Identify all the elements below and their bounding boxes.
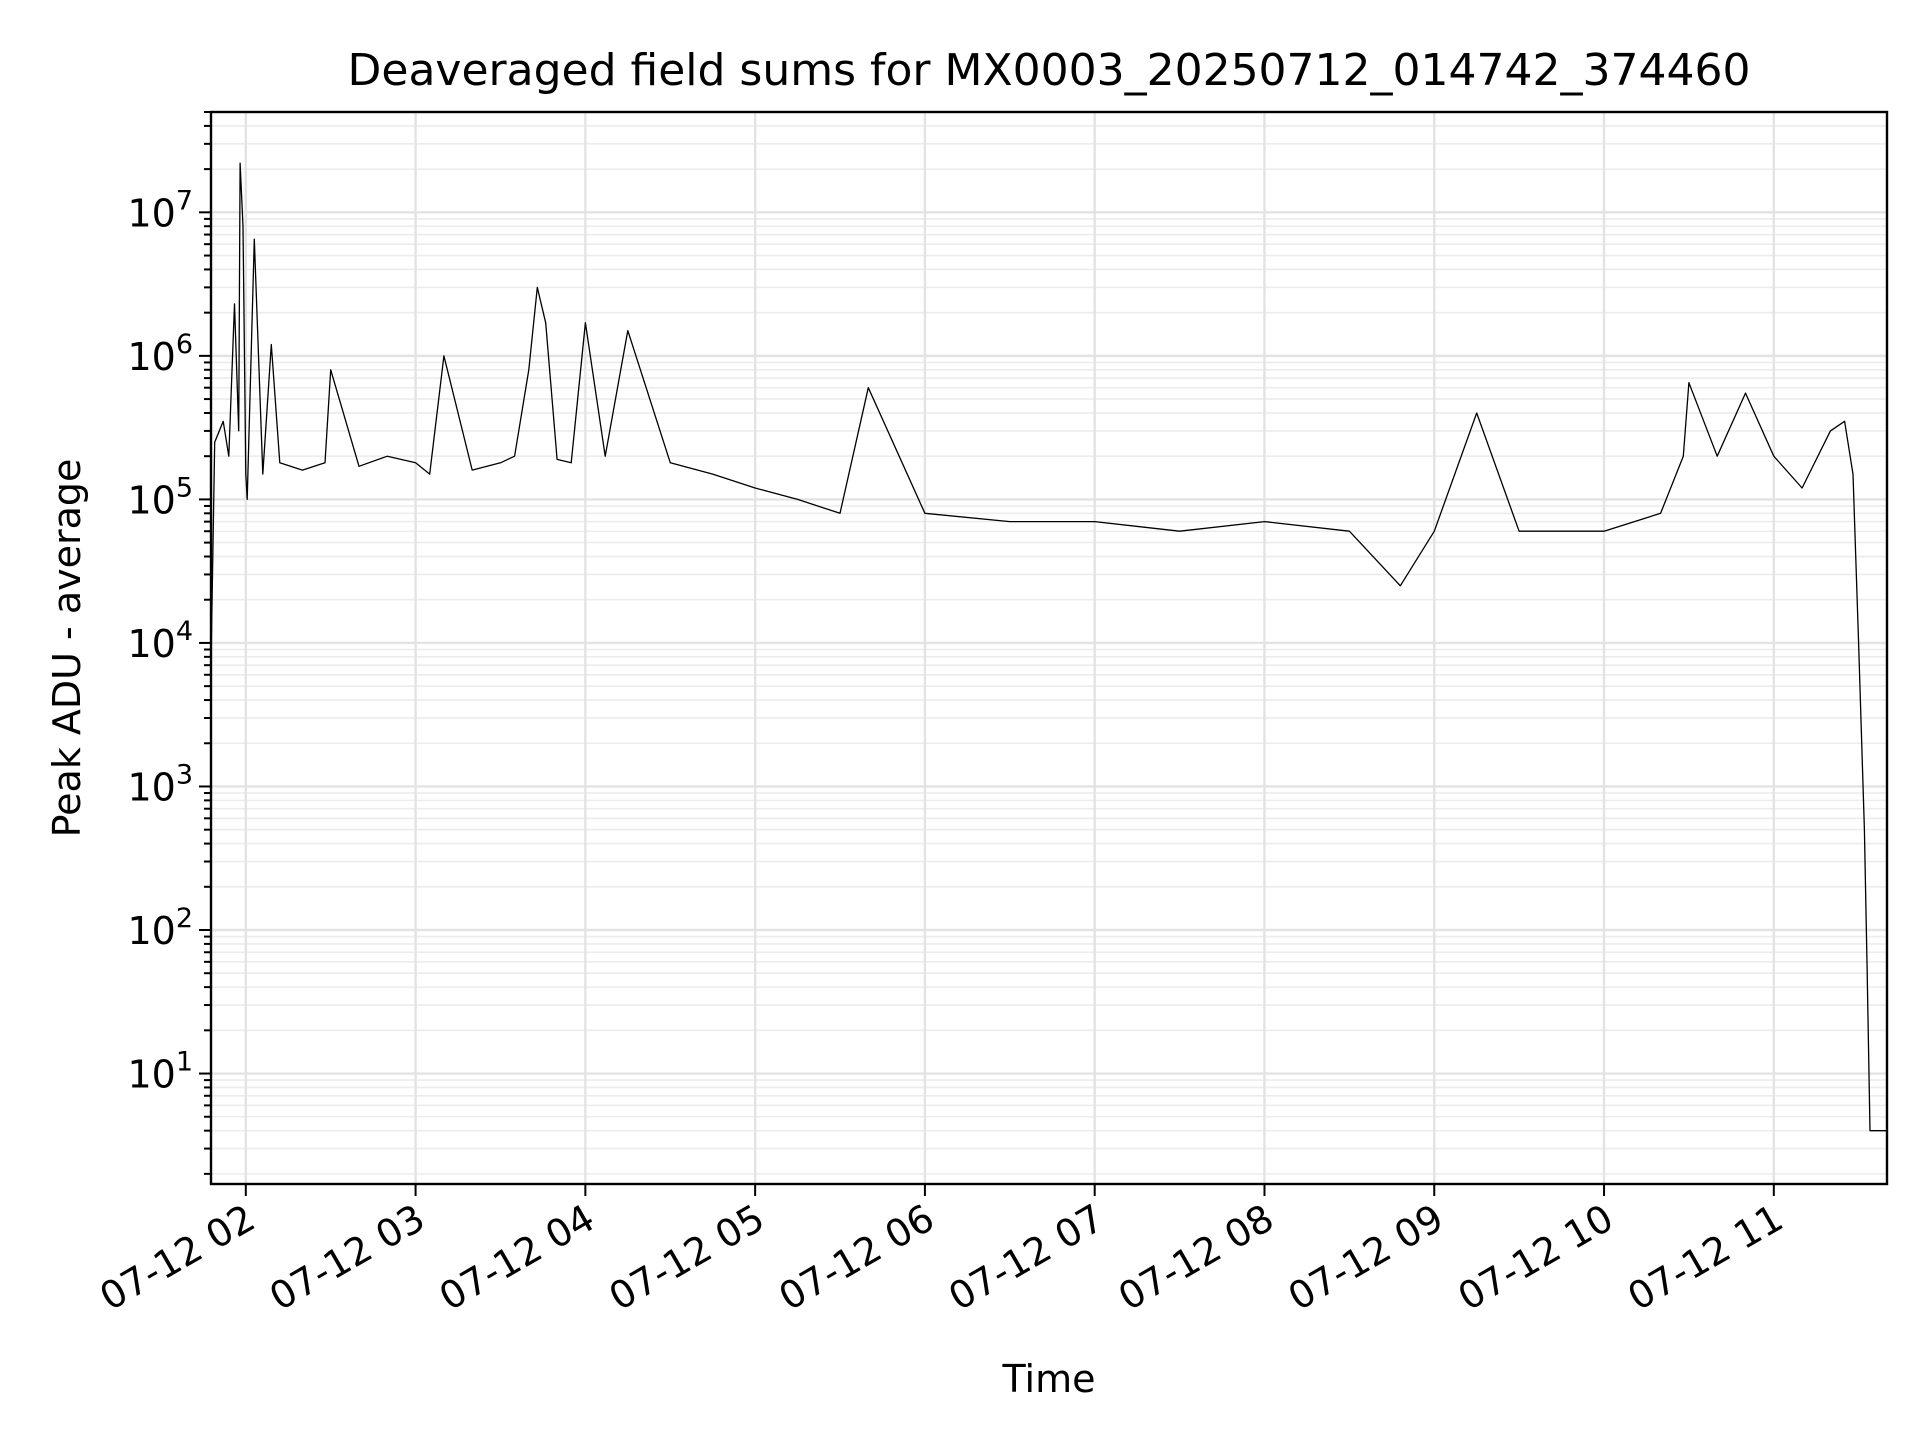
series-line (210, 162, 1887, 1132)
y-axis-label: Peak ADU - average (45, 459, 89, 838)
chart-title: Deaveraged field sums for MX0003_2025071… (348, 45, 1751, 96)
y-tick-label: 103 (127, 759, 193, 809)
y-tick-label: 101 (127, 1047, 193, 1097)
y-tick-label: 104 (127, 616, 193, 666)
series-layer (210, 162, 1887, 1132)
y-tick-label: 106 (127, 329, 193, 379)
grid (211, 111, 1887, 1184)
y-tick-label: 107 (127, 185, 193, 235)
y-tick-label: 102 (127, 903, 193, 953)
plot-frame (209, 110, 1889, 1186)
x-axis-label: Time (1002, 1357, 1096, 1401)
y-tick-label: 105 (127, 472, 193, 522)
